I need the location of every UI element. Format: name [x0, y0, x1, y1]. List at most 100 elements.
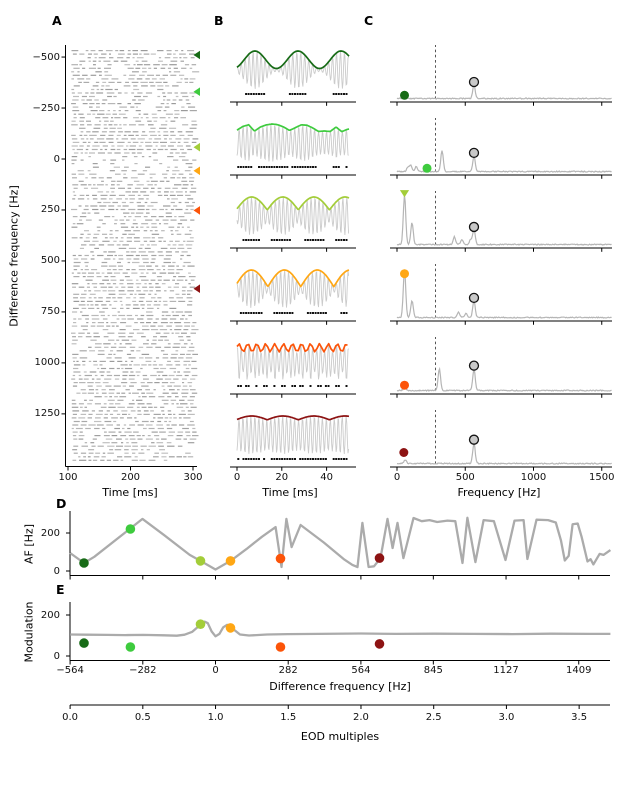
spike-dash [90, 74, 97, 76]
spike-dash [145, 166, 151, 168]
spike-dash [165, 208, 168, 211]
tick-label: 0 [233, 472, 241, 483]
spike-dash [93, 297, 97, 299]
spike-dash [110, 322, 117, 324]
spike-dash [108, 406, 116, 408]
spike-dash [108, 293, 116, 295]
tick-label: 20 [275, 472, 289, 483]
d-condition-dot-4 [275, 553, 286, 564]
spike-dash [91, 410, 95, 412]
spike-dash [127, 103, 131, 105]
spike-dash [155, 145, 158, 147]
spike-dash [89, 293, 96, 295]
spike-dash [72, 410, 80, 412]
spike-dash [189, 396, 195, 398]
spike-dash [134, 187, 141, 189]
b-spike-dot [273, 239, 276, 241]
spike-dash [123, 148, 128, 151]
spike-dash [151, 226, 158, 228]
spike-dash [132, 99, 136, 101]
spike-dash [187, 148, 193, 151]
spike-dash [162, 392, 169, 394]
spike-dash [87, 456, 91, 458]
spike-dash [168, 456, 175, 458]
spike-dash [149, 81, 154, 83]
spike-dash [80, 159, 84, 161]
spike-dash [103, 127, 108, 129]
spike-dash [92, 131, 99, 133]
spike-dash [132, 53, 138, 55]
spike-dash [157, 194, 163, 196]
spike-dash [104, 431, 107, 433]
spike-dash [106, 177, 112, 179]
spike-dash [138, 124, 145, 126]
spike-dash [71, 226, 78, 228]
spike-dash [78, 417, 86, 419]
spike-dash [139, 459, 146, 461]
spike-dash [129, 201, 134, 204]
spike-dash [73, 445, 79, 447]
spike-dash [99, 205, 107, 207]
spike-dash [141, 364, 147, 366]
spike-dash [143, 237, 151, 239]
spike-dash [85, 336, 92, 338]
spike-dash [118, 431, 122, 433]
spike-dash [143, 187, 149, 189]
spike-dash [82, 103, 88, 105]
spike-dash [130, 371, 134, 373]
spike-dash [133, 88, 140, 91]
spike-dash [91, 148, 98, 151]
spike-dash [162, 219, 169, 221]
spike-dash [109, 304, 112, 306]
spike-dash [183, 417, 191, 419]
spike-dash [159, 127, 167, 129]
spike-dash [187, 339, 191, 341]
spike-dash [151, 233, 160, 235]
spike-dash [170, 399, 177, 401]
spike-dash [127, 50, 131, 52]
spike-dash [108, 265, 117, 267]
am-peak-marker [400, 269, 410, 279]
b-spike-dot [258, 458, 260, 460]
tick-label: 500 [455, 472, 475, 483]
spike-dash [174, 322, 182, 324]
b-am-envelope [236, 123, 350, 133]
spike-dash [78, 403, 84, 405]
spike-dash [183, 364, 187, 366]
spike-dash [169, 367, 177, 370]
spike-dash [176, 403, 179, 405]
spike-dash [109, 396, 112, 398]
spike-dash [158, 364, 163, 366]
spike-dash [177, 226, 180, 228]
spike-dash [117, 297, 123, 299]
tick-label: 3.0 [498, 712, 515, 723]
spike-dash [113, 124, 118, 126]
spike-dash [94, 304, 99, 306]
spike-dash [95, 389, 99, 391]
spike-dash [103, 201, 111, 204]
spike-dash [88, 297, 92, 299]
spike-dash [116, 438, 122, 440]
spike-dash [134, 216, 141, 218]
spike-dash [135, 314, 138, 317]
spike-dash [78, 438, 84, 440]
spike-dash [136, 148, 144, 151]
spike-dash [164, 106, 170, 108]
spike-dash [100, 194, 108, 196]
c-spectrum-line [396, 269, 612, 319]
spike-dash [145, 389, 150, 391]
spike-dash [160, 124, 168, 126]
spike-dash [127, 290, 134, 292]
spike-dash [127, 427, 131, 430]
spike-dash [82, 67, 86, 69]
spike-dash [157, 251, 163, 253]
spike-dash [105, 184, 108, 186]
b-spike-dot [278, 312, 281, 314]
spike-dash [107, 399, 115, 401]
spike-dash [181, 226, 184, 228]
spike-dash [80, 184, 87, 186]
e-condition-dot-1 [125, 642, 136, 652]
spike-dash [190, 332, 196, 334]
spike-dash [109, 198, 113, 200]
